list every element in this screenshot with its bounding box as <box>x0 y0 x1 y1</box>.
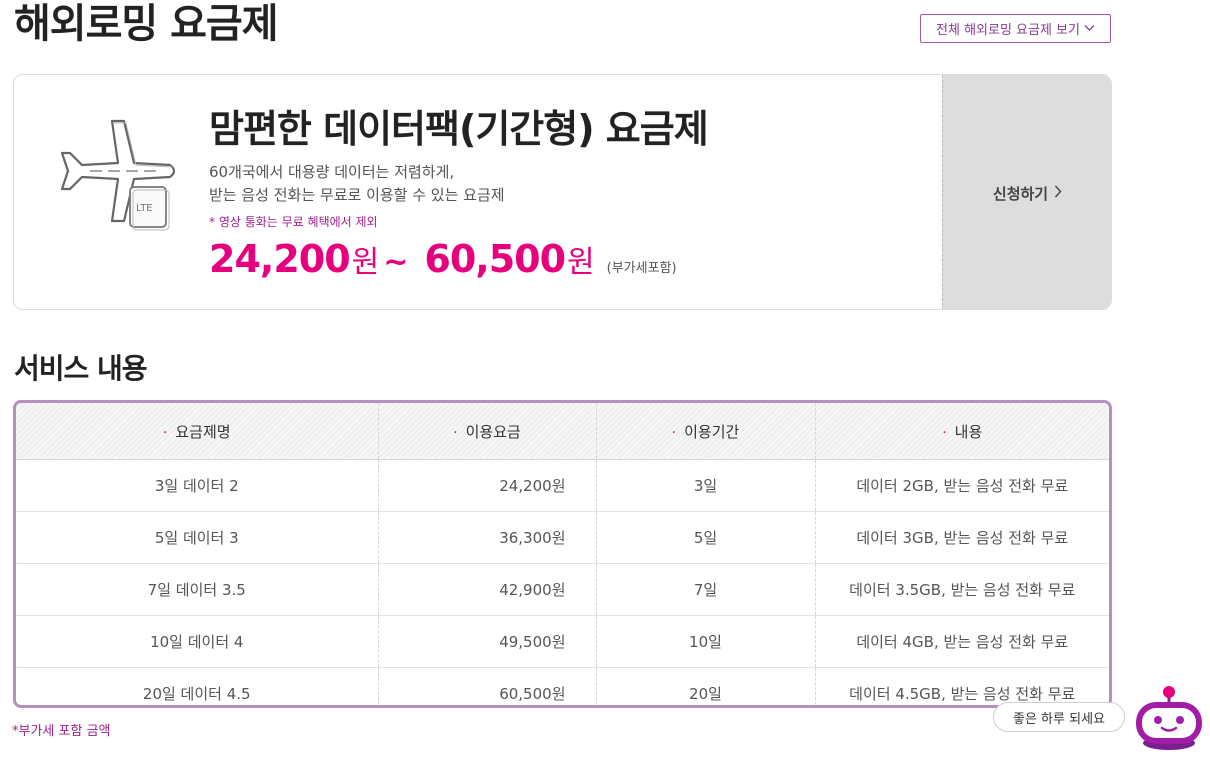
cell-period: 5일 <box>596 511 816 564</box>
all-plans-label: 전체 해외로밍 요금제 보기 <box>936 23 1080 38</box>
bullet-icon: · <box>671 424 677 441</box>
cell-content: 데이터 4GB, 받는 음성 전화 무료 <box>815 615 1109 668</box>
header-plan-name: · 요금제명 <box>16 403 379 460</box>
price-vat-note: (부가세포함) <box>606 261 677 276</box>
plan-name: 맘편한 데이터팩(기간형) 요금제 <box>209 107 709 151</box>
table-row: 7일 데이터 3.5 42,900원 7일 데이터 3.5GB, 받는 음성 전… <box>16 563 1109 616</box>
plan-note: * 영상 통화는 무료 혜택에서 제외 <box>209 215 378 229</box>
price-max: 60,500 <box>424 237 566 281</box>
bullet-icon: · <box>453 424 458 441</box>
cell-fee: 24,200원 <box>378 459 597 512</box>
page-title: 해외로밍 요금제 <box>14 1 279 47</box>
lte-badge: LTE <box>136 203 153 214</box>
table-header-row: · 요금제명 · 이용요금 · 이용기간 · 내용 <box>16 403 1109 460</box>
cell-fee: 49,500원 <box>378 615 597 668</box>
service-table: · 요금제명 · 이용요금 · 이용기간 · 내용 3일 데이터 2 24,200원 3… <box>13 400 1112 708</box>
cell-plan-name: 3일 데이터 2 <box>16 459 379 512</box>
cell-period: 20일 <box>596 667 816 705</box>
cell-content: 데이터 4.5GB, 받는 음성 전화 무료 <box>849 685 1076 703</box>
service-table-grid: · 요금제명 · 이용요금 · 이용기간 · 내용 3일 데이터 2 24,200원 3… <box>16 403 1109 705</box>
apply-button[interactable]: 신청하기 <box>942 75 1111 309</box>
header-label: 이용기간 <box>684 422 740 441</box>
cell-period: 7일 <box>596 563 816 616</box>
table-row: 5일 데이터 3 36,300원 5일 데이터 3GB, 받는 음성 전화 무료 <box>16 511 1109 564</box>
apply-label: 신청하기 <box>992 184 1049 203</box>
chevron-right-icon <box>1054 184 1062 202</box>
cell-period: 3일 <box>596 459 816 512</box>
cell-plan-name: 10일 데이터 4 <box>16 615 379 668</box>
cell-content: 데이터 3.5GB, 받는 음성 전화 무료 <box>815 563 1109 616</box>
table-row: 10일 데이터 4 49,500원 10일 데이터 4GB, 받는 음성 전화 … <box>16 615 1109 668</box>
price-max-unit: 원 <box>567 245 595 280</box>
table-row: 20일 데이터 4.5 60,500원 20일 데이터 4.5GB, 받는 음성… <box>16 667 1109 705</box>
chatbot-bubble[interactable]: 좋은 하루 되세요 <box>993 702 1125 732</box>
header-period: · 이용기간 <box>596 403 816 460</box>
vat-footnote: *부가세 포함 금액 <box>12 724 111 739</box>
header-label: 요금제명 <box>175 422 231 441</box>
chatbot-icon[interactable] <box>1132 684 1206 752</box>
all-roaming-plans-button[interactable]: 전체 해외로밍 요금제 보기 <box>920 14 1111 43</box>
plan-desc-line-1: 60개국에서 대용량 데이터는 저렴하게, <box>209 163 455 181</box>
header-fee: · 이용요금 <box>378 403 597 460</box>
cell-period: 10일 <box>596 615 816 668</box>
cell-content: 데이터 2GB, 받는 음성 전화 무료 <box>815 459 1109 512</box>
plan-price: 24,200 원 ~ 60,500 원 (부가세포함) <box>209 237 677 281</box>
bullet-icon: · <box>942 424 947 441</box>
chevron-down-icon <box>1084 22 1095 35</box>
cell-fee: 36,300원 <box>378 511 597 564</box>
plan-description: 60개국에서 대용량 데이터는 저렴하게, 받는 음성 전화는 무료로 이용할 … <box>209 161 809 207</box>
cell-plan-name: 7일 데이터 3.5 <box>16 563 379 616</box>
price-min-unit: 원 <box>351 245 380 280</box>
table-row: 3일 데이터 2 24,200원 3일 데이터 2GB, 받는 음성 전화 무료 <box>16 459 1109 512</box>
header-label: 이용요금 <box>465 422 521 441</box>
bullet-icon: · <box>162 424 168 441</box>
cell-fee: 60,500원 <box>378 667 597 705</box>
cell-plan-name: 5일 데이터 3 <box>16 511 379 564</box>
cell-plan-name: 20일 데이터 4.5 <box>16 667 379 705</box>
header-content: · 내용 <box>815 403 1109 460</box>
price-range-tilde: ~ <box>383 245 409 280</box>
price-min: 24,200 <box>209 237 351 281</box>
plan-card: LTE 맘편한 데이터팩(기간형) 요금제 60개국에서 대용량 데이터는 저렴… <box>13 74 1112 310</box>
plan-desc-line-2: 받는 음성 전화는 무료로 이용할 수 있는 요금제 <box>209 186 505 204</box>
chatbot-bubble-text: 좋은 하루 되세요 <box>1013 711 1105 727</box>
header-label: 내용 <box>954 422 983 441</box>
cell-content: 데이터 3GB, 받는 음성 전화 무료 <box>815 511 1109 564</box>
airplane-icon: LTE <box>52 115 182 235</box>
section-title: 서비스 내용 <box>14 352 148 385</box>
cell-fee: 42,900원 <box>378 563 597 616</box>
